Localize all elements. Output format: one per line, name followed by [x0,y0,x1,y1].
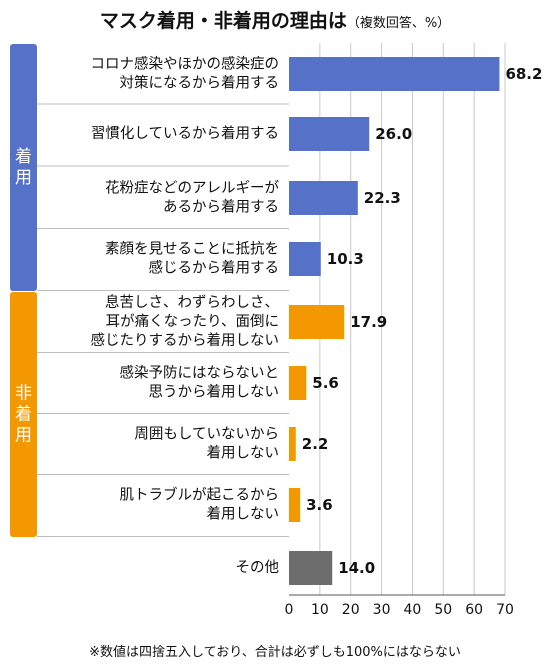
bar [289,305,345,339]
category-label: 感じるから着用する [149,260,280,277]
category-label: 花粉症などのアレルギーが [105,180,279,197]
bar [289,427,296,461]
category-label: 肌トラブルが起こるから [120,486,280,504]
value-label: 2.2 [302,435,329,453]
bar [289,366,307,400]
x-tick-label: 20 [342,602,360,618]
category-label: 耳が痛くなったり、面倒に [106,313,279,330]
bar [289,242,321,276]
x-tick-label: 50 [434,602,452,618]
x-tick-label: 70 [496,602,514,618]
bar [289,181,358,215]
value-label: 3.6 [306,496,333,514]
value-label: 14.0 [338,559,375,577]
category-label: あるから着用する [163,199,279,216]
x-tick-label: 10 [311,602,329,618]
chart-title: マスク着用・非着用の理由は（複数回答、%） [0,6,550,33]
value-label: 68.2 [505,65,542,83]
x-tick-label: 40 [404,602,422,618]
category-label: 対策になるから着用する [120,75,280,92]
group-bracket [10,292,37,537]
group-label-char: 用 [15,168,32,188]
group-label-char: 用 [15,426,32,446]
bar [289,117,370,151]
category-label: 着用しない [207,445,280,462]
x-tick-label: 30 [373,602,391,618]
category-label: 周囲もしていないから [134,426,279,443]
category-label: 息苦しさ、わずらわしさ、 [105,294,279,311]
category-label: 素顔を見せることに抵抗を [105,241,279,258]
group-bracket [10,44,37,291]
x-tick-label: 0 [285,602,294,618]
x-tick-label: 60 [465,602,483,618]
chart-title-unit: （複数回答、%） [346,16,451,31]
category-label: コロナ感染やほかの感染症の [91,56,280,73]
category-label: 思うから着用しない [149,384,280,401]
value-label: 22.3 [364,189,401,207]
category-label: その他 [236,559,280,576]
category-label: 着用しない [207,506,280,523]
bar [289,551,333,585]
category-label: 感染予防にはならないと [120,365,280,382]
category-label: 感じたりするから着用しない [91,332,280,349]
value-label: 10.3 [327,250,364,268]
chart-title-main: マスク着用・非着用の理由は [99,10,347,32]
group-label-char: 着 [15,147,32,167]
bar [289,488,301,522]
group-label-char: 着 [15,405,32,425]
bar-chart: 着用非着用68.2コロナ感染やほかの感染症の対策になるから着用する26.0習慣化… [10,43,542,618]
group-label-char: 非 [15,384,32,404]
footnote: ※数値は四捨五入しており、合計は必ずしも100%にはならない [89,645,461,660]
value-label: 26.0 [375,125,412,143]
bar [289,57,500,91]
value-label: 5.6 [312,374,339,392]
value-label: 17.9 [350,313,387,331]
category-label: 習慣化しているから着用する [91,124,279,142]
